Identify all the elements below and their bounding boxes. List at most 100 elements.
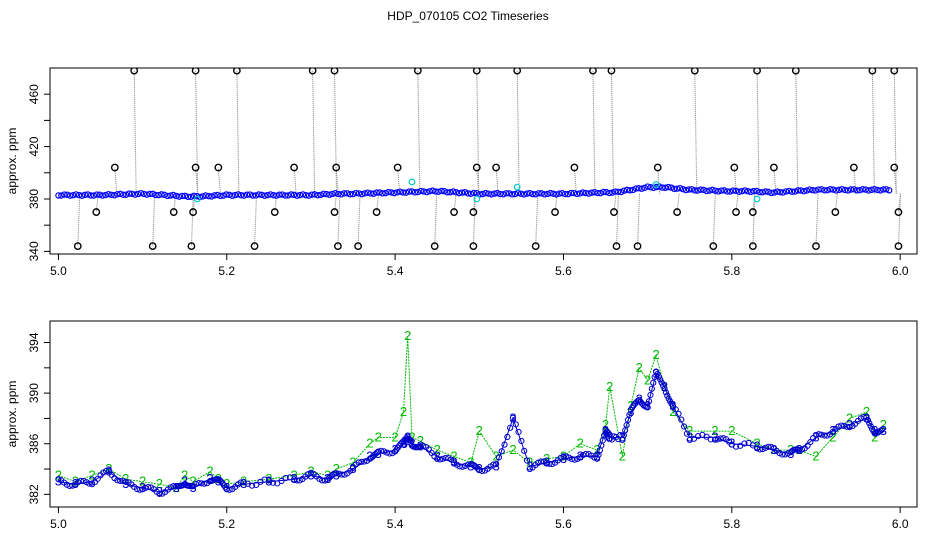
outlier-point (753, 68, 761, 75)
outlier-point (472, 163, 481, 172)
baseline-point (676, 184, 684, 192)
baseline-point (883, 186, 890, 193)
baseline-point (131, 191, 139, 198)
baseline-point (500, 191, 507, 198)
baseline-point (246, 191, 254, 198)
series-point (546, 460, 553, 467)
outlier-point (709, 242, 718, 251)
baseline-point (523, 190, 531, 197)
series-marker-3: 3 (787, 446, 794, 461)
baseline-point (447, 189, 454, 196)
outlier-point (690, 68, 699, 75)
baseline-point (862, 186, 869, 193)
baseline-point (685, 186, 693, 193)
baseline-point (682, 186, 690, 194)
series-marker-3: 3 (509, 410, 516, 425)
baseline-point (338, 191, 345, 198)
baseline-point (697, 186, 704, 193)
series-marker-2: 2 (434, 442, 441, 457)
baseline-point (847, 186, 855, 193)
series-marker-3: 3 (333, 467, 340, 482)
baseline-point (859, 186, 866, 193)
series-point (807, 438, 814, 446)
baseline-point (559, 189, 566, 197)
baseline-point (243, 191, 251, 198)
series-point (358, 458, 365, 465)
baseline-point (217, 192, 224, 200)
series-marker-3: 3 (375, 446, 382, 461)
outlier-spike (217, 167, 221, 194)
series-marker-3: 3 (408, 436, 415, 451)
baseline-point (143, 191, 151, 198)
baseline-point (830, 186, 837, 193)
baseline-point (644, 183, 651, 190)
series-point (420, 443, 427, 450)
baseline-point (279, 191, 286, 198)
baseline-point (750, 187, 757, 195)
series-marker-2: 2 (181, 467, 188, 482)
baseline-point (187, 193, 195, 200)
baseline-point (573, 190, 581, 198)
baseline-point (679, 185, 687, 193)
series-marker-2: 2 (122, 471, 129, 486)
outlier-point (169, 208, 178, 216)
baseline-point (467, 190, 475, 197)
series-point (495, 454, 503, 461)
outlier-point (332, 163, 341, 172)
series-marker-2: 2 (476, 423, 483, 438)
series-marker-2: 2 (333, 461, 340, 476)
y-tick-label: 382 (27, 484, 41, 504)
baseline-point (762, 188, 769, 195)
outlier-spike (312, 70, 316, 194)
baseline-point (606, 189, 613, 197)
baseline-point (134, 190, 142, 198)
baseline-point (102, 191, 109, 199)
baseline-point (261, 192, 268, 199)
outlier-point (472, 68, 481, 75)
series-marker-3: 3 (366, 448, 373, 463)
baseline-point (785, 187, 793, 195)
series-point (436, 456, 444, 463)
baseline-point (140, 190, 148, 198)
baseline-point (355, 190, 363, 197)
series-point (478, 467, 486, 475)
x-tick-label: 5.8 (723, 517, 740, 531)
series-marker-2: 2 (829, 429, 836, 444)
x-tick-label: 5.4 (387, 517, 404, 531)
series-point (261, 476, 268, 483)
baseline-point (756, 188, 763, 196)
series-marker-3: 3 (846, 417, 853, 432)
baseline-point (458, 189, 466, 196)
baseline-point (541, 191, 548, 198)
series-point (498, 448, 505, 455)
baseline-point (117, 190, 124, 198)
baseline-point (346, 191, 354, 198)
series-marker-3: 3 (619, 429, 626, 444)
outlier-spike (815, 193, 819, 247)
outlier-point (92, 208, 101, 216)
baseline-point (108, 191, 115, 198)
baseline-point (470, 189, 478, 197)
y-axis-label: approx. ppm (5, 381, 19, 448)
baseline-point (482, 189, 489, 197)
baseline-point (800, 188, 807, 195)
baseline-point (258, 191, 265, 199)
baseline-point (452, 189, 460, 196)
baseline-point (729, 187, 737, 194)
series-marker-3: 3 (602, 423, 609, 438)
series-marker-2: 2 (880, 417, 887, 432)
outlier-point (607, 68, 616, 75)
baseline-point (114, 191, 121, 198)
baseline-point (125, 190, 133, 197)
outlier-point (191, 163, 200, 172)
series-point (647, 391, 654, 399)
baseline-point (880, 186, 887, 193)
series-marker-3: 3 (105, 464, 112, 479)
series-marker-3: 3 (594, 448, 601, 463)
baseline-point (841, 186, 849, 194)
outlier-spike (337, 193, 341, 247)
series-point (675, 410, 682, 417)
outlier-spike (293, 167, 297, 194)
baseline-point (732, 187, 740, 195)
series-point (824, 432, 831, 439)
